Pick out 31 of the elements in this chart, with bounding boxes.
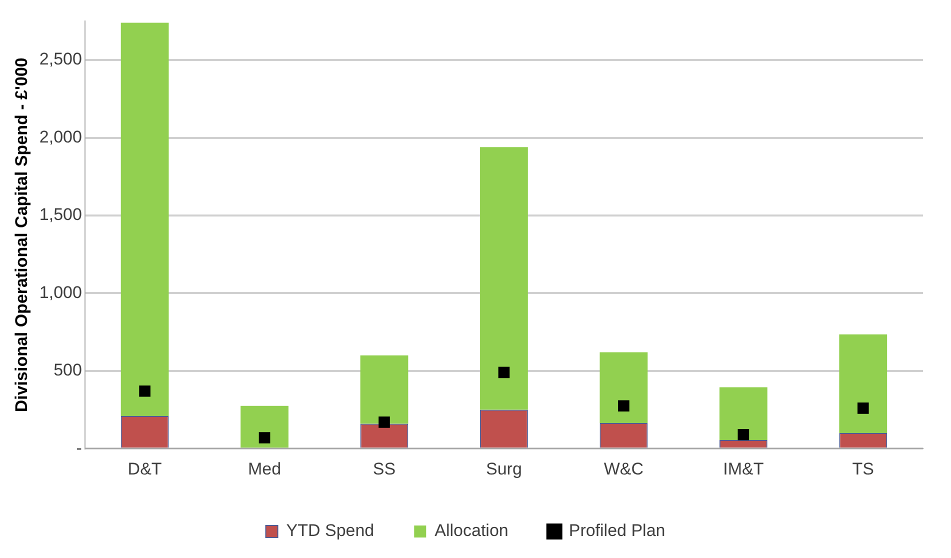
legend-label: YTD Spend [286,521,374,540]
x-tick-label: IM&T [723,459,764,478]
x-tick-label: TS [852,459,874,478]
x-tick-label: Surg [486,459,522,478]
point [139,385,150,397]
y-tick-label: 2,000 [39,127,82,146]
bar [360,355,408,424]
bar [719,387,768,440]
point [618,400,630,412]
point [857,402,869,414]
x-tick-label: D&T [128,459,162,478]
y-tick-label: - [76,438,82,458]
x-tick-label: W&C [604,459,644,478]
point [498,366,510,378]
point [378,416,390,428]
bar [240,406,288,448]
point [258,432,270,444]
y-tick-label: 1,500 [39,205,82,224]
y-tick-label: 500 [54,360,82,380]
bar [839,334,888,434]
legend-label: Allocation [434,521,508,540]
y-tick-label: 1,000 [39,282,82,302]
x-tick-label: Med [248,459,282,478]
bar [480,147,528,410]
point [738,428,750,440]
bar [120,22,169,416]
bar [600,352,648,423]
y-tick-label: 2,500 [39,50,82,69]
x-tick-label: SS [372,459,396,478]
legend-label: Profiled Plan [568,521,666,540]
y-axis-title: Divisional Operational Capital Spend - £'000 [12,58,31,412]
